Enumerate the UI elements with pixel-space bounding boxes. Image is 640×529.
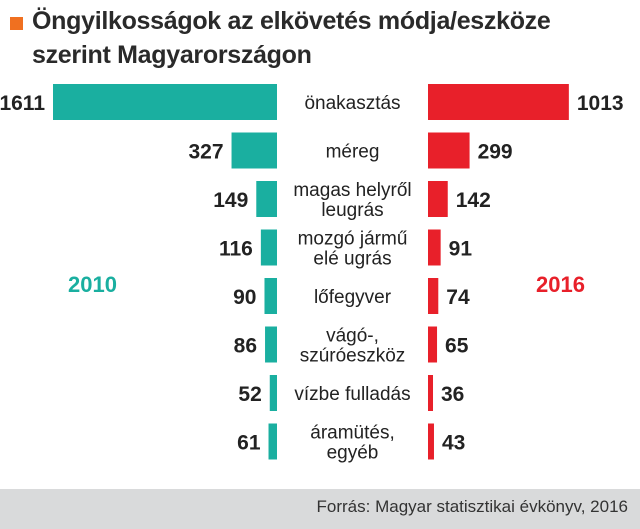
value-label-2016: 43 <box>442 432 465 455</box>
chart-title: Öngyilkosságok az elkövetés módja/eszköz… <box>32 7 551 69</box>
bar-2010 <box>269 375 277 411</box>
value-label-2016: 74 <box>446 286 470 309</box>
bar-2010 <box>231 132 277 169</box>
value-label-2016: 299 <box>478 141 513 164</box>
value-label-2010: 52 <box>238 383 261 406</box>
value-label-2010: 116 <box>219 238 253 261</box>
series-label-2016: 2016 <box>536 272 585 297</box>
category-label: szúróeszköz <box>300 346 406 367</box>
value-label-2010: 61 <box>237 432 261 455</box>
value-label-2010: 90 <box>233 286 256 309</box>
footer-bar: Forrás: Magyar statisztikai évkönyv, 201… <box>0 489 640 529</box>
category-label: leugrás <box>321 200 383 221</box>
bar-2010 <box>260 229 277 266</box>
bar-2016 <box>428 229 441 266</box>
series-label-2010: 2010 <box>68 272 117 297</box>
value-label-2016: 36 <box>441 383 464 406</box>
category-label: magas helyről <box>293 180 411 201</box>
bar-2010 <box>264 278 277 314</box>
category-label: lőfegyver <box>314 287 392 308</box>
bar-2016 <box>428 375 434 411</box>
category-label: vízbe fulladás <box>294 384 410 405</box>
category-label: önakasztás <box>304 93 400 114</box>
value-label-2016: 65 <box>445 335 469 358</box>
value-label-2016: 142 <box>456 189 491 212</box>
category-label: mozgó jármű <box>298 229 408 250</box>
bar-2010 <box>265 326 277 363</box>
category-label: méreg <box>326 142 380 163</box>
bar-2010 <box>256 181 277 217</box>
value-label-2010: 86 <box>234 335 257 358</box>
bar-2016 <box>428 278 439 314</box>
bar-2016 <box>428 423 434 460</box>
source-note: Forrás: Magyar statisztikai évkönyv, 201… <box>316 497 628 516</box>
value-label-2016: 91 <box>449 238 473 261</box>
category-label: vágó-, <box>326 326 379 347</box>
bar-2016 <box>428 326 438 363</box>
value-label-2010: 327 <box>188 141 223 164</box>
bar-2010 <box>268 423 277 460</box>
bar-2016 <box>428 84 569 120</box>
bar-2016 <box>428 181 448 217</box>
category-label: elé ugrás <box>313 249 391 270</box>
value-label-2010: 1611 <box>0 92 45 115</box>
value-label-2016: 1013 <box>577 92 624 115</box>
category-label: áramütés, <box>310 423 394 444</box>
bar-2016 <box>428 132 470 169</box>
title-marker-icon <box>10 17 23 30</box>
value-label-2010: 149 <box>213 189 248 212</box>
category-label: egyéb <box>327 443 379 464</box>
bar-2010 <box>53 84 277 120</box>
